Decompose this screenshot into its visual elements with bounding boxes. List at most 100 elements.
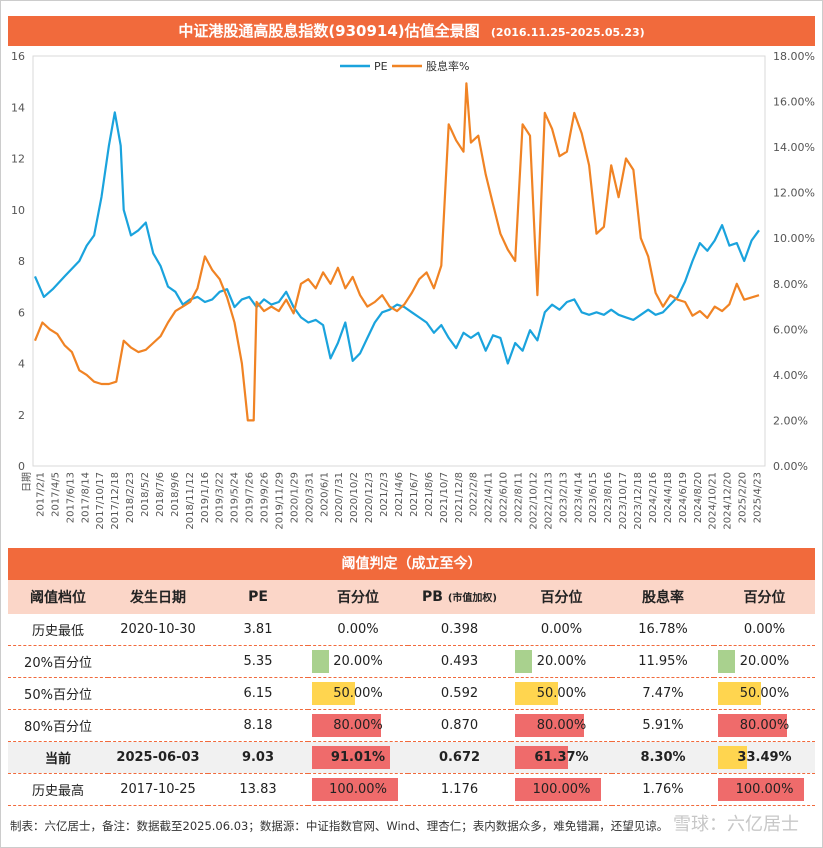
cell-dividend-yield: 1.76% [612,773,714,806]
cell-pb-pct: 100.00% [511,773,612,806]
cell-pb: 0.398 [408,614,511,646]
percentile-bar [718,682,761,705]
x-tick-label: 2021/12/8 [454,472,465,523]
cell-pe: 8.18 [208,709,308,742]
y-right-tick-label: 16.00% [773,96,815,109]
percentile-value: 100.00% [329,782,387,797]
x-axis-title: 日期 [21,472,33,492]
x-tick-label: 2020/3/31 [304,472,315,523]
plot-area [32,55,766,467]
percentile-bar [718,714,787,737]
threshold-table: 阈值档位 发生日期 PE 百分位 PB (市值加权) 百分位 股息率 百分位 历… [8,580,815,806]
table-row: 历史最高 2017-10-25 13.83 100.00% 1.176 100.00% 1.… [8,773,815,806]
y-right-tick-label: 0.00% [773,460,808,473]
header-date: 发生日期 [108,580,208,614]
percentile-value: 61.37% [534,750,589,765]
cell-pe-pct: 80.00% [308,709,408,742]
cell-level: 当前 [8,741,108,774]
x-tick-label: 2020/12/3 [364,472,375,523]
x-tick-label: 2025/2/20 [738,472,749,523]
x-tick-label: 2024/6/19 [678,472,689,523]
cell-pb: 1.176 [408,773,511,806]
cell-pe: 13.83 [208,773,308,806]
table-body: 历史最低 2020-10-30 3.81 0.00% 0.398 0.00% 16.78% 0… [8,614,815,806]
footer-note: 制表：六亿居士，备注：数据截至2025.06.03；数据源：中证指数官网、Win… [10,819,669,833]
x-tick-label: 2017/12/18 [110,472,121,530]
header-pe-pct: 百分位 [308,580,408,614]
header-pb-pct: 百分位 [511,580,612,614]
cell-pb-pct: 20.00% [511,645,612,678]
header-level: 阈值档位 [8,580,108,614]
y-right-tick-label: 6.00% [773,323,808,336]
percentile-bar [718,778,804,801]
x-tick-label: 2018/11/12 [185,472,196,530]
chart-title-bar: 中证港股通高股息指数(930914)估值全景图 (2016.11.25-2025… [8,16,815,46]
table-row: 20%百分位 5.35 20.00% 0.493 20.00% 11.95% 20.00% [8,645,815,678]
header-pb-note: (市值加权) [447,593,497,604]
x-tick-label: 2023/2/13 [558,472,569,523]
percentile-bar [515,682,558,705]
table-row: 历史最低 2020-10-30 3.81 0.00% 0.398 0.00% 16.78% 0… [8,614,815,646]
x-tick-label: 2021/4/6 [394,472,405,517]
cell-pe-pct: 91.01% [308,741,408,774]
legend-label: 股息率% [426,59,469,73]
series-line-dividend-yield [33,82,760,422]
y-left-tick-label: 6 [18,306,25,319]
percentile-value: 100.00% [532,782,591,797]
cell-pb-pct: 61.37% [511,741,612,774]
x-tick-label: 2019/5/24 [230,472,241,523]
x-tick-label: 2018/9/6 [170,472,181,517]
percentile-value: 20.00% [739,654,790,669]
threshold-table-section: 阈值判定（成立至今） 阈值档位 发生日期 PE 百分位 PB (市值加权) 百分… [8,548,815,806]
cell-pb-pct: 50.00% [511,677,612,710]
cell-pe-pct: 0.00% [308,614,408,646]
cell-date [108,645,208,678]
y-left-tick-label: 12 [11,153,25,166]
percentile-bar [718,746,747,769]
x-tick-label: 2024/10/21 [708,472,719,530]
x-tick-label: 2022/10/12 [528,472,539,530]
x-tick-label: 2024/2/16 [648,472,659,523]
percentile-value: 50.00% [739,686,790,701]
x-tick-label: 2020/6/1 [319,472,330,517]
x-tick-label: 2022/2/8 [469,472,480,517]
y-left-tick-label: 10 [11,204,25,217]
cell-level: 50%百分位 [8,677,108,710]
cell-date: 2020-10-30 [108,614,208,646]
x-tick-label: 2021/10/7 [439,472,450,523]
cell-pb-pct: 80.00% [511,709,612,742]
cell-pe: 5.35 [208,645,308,678]
x-tick-label: 2018/5/2 [140,472,151,517]
x-tick-label: 2020/10/2 [349,472,360,523]
x-tick-label: 2024/4/18 [663,472,674,523]
percentile-bar [312,778,398,801]
y-left-tick-label: 14 [11,101,25,114]
percentile-value: 100.00% [735,782,794,797]
chart-title: 中证港股通高股息指数(930914)估值全景图 [178,22,480,40]
cell-date: 2025-06-03 [108,741,208,774]
cell-pb: 0.870 [408,709,511,742]
percentile-value: 20.00% [333,654,383,669]
cell-pe-pct: 20.00% [308,645,408,678]
percentile-value: 80.00% [333,718,383,733]
x-tick-label: 2020/7/31 [334,472,345,523]
percentile-value: 80.00% [536,718,587,733]
cell-dy-pct: 0.00% [714,614,815,646]
cell-pe: 9.03 [208,741,308,774]
y-left-tick-label: 16 [11,50,25,63]
cell-level: 80%百分位 [8,709,108,742]
x-tick-label: 2018/7/6 [155,472,166,517]
x-tick-label: 2018/2/23 [125,472,136,523]
percentile-bar [515,746,568,769]
x-tick-label: 2019/11/29 [274,472,285,530]
x-tick-label: 2017/10/17 [95,472,106,530]
x-tick-label: 2021/8/6 [424,472,435,517]
y-right-tick-label: 10.00% [773,232,815,245]
x-tick-label: 2017/6/13 [65,472,76,523]
x-tick-label: 2017/4/5 [50,472,61,517]
percentile-value: 91.01% [330,750,386,765]
cell-dividend-yield: 16.78% [612,614,714,646]
cell-dividend-yield: 5.91% [612,709,714,742]
header-pb: PB (市值加权) [408,580,511,614]
cell-dividend-yield: 11.95% [612,645,714,678]
